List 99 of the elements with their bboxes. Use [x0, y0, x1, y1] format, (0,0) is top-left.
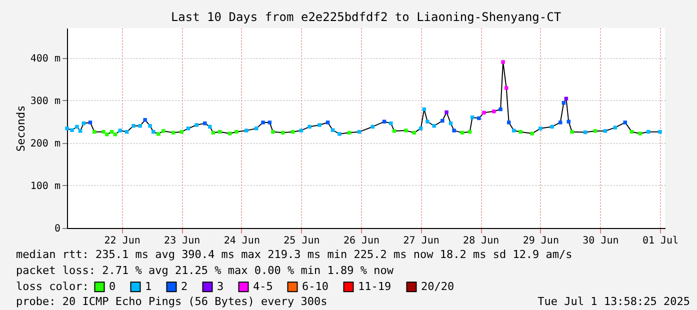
point	[550, 124, 554, 129]
legend-label: 1	[145, 280, 152, 293]
y-axis-title: Seconds	[14, 105, 28, 152]
y-tick-label: 0	[54, 224, 60, 234]
text: Tue Jul 1 13:58:25 2025	[538, 295, 690, 308]
legend-label: 6-10	[302, 280, 328, 293]
point	[603, 129, 608, 133]
point	[82, 121, 86, 126]
y-tick-label: 200 m	[30, 138, 60, 150]
point	[538, 126, 542, 130]
point	[156, 132, 160, 136]
x-tick-label: 29 Jun	[522, 236, 559, 246]
point	[392, 129, 396, 133]
point	[404, 128, 408, 132]
legend-label: 3	[217, 280, 224, 293]
point	[281, 130, 285, 135]
point	[228, 132, 232, 136]
point	[426, 120, 430, 124]
point	[65, 126, 69, 130]
point	[482, 110, 486, 115]
point	[501, 60, 505, 64]
point	[418, 126, 423, 130]
point	[623, 120, 628, 124]
point	[70, 128, 74, 132]
point	[138, 124, 142, 128]
point	[299, 128, 304, 132]
point	[512, 128, 516, 132]
x-tick-label: 24 Jun	[224, 236, 260, 246]
x-tick-label: 22 Jun	[104, 236, 140, 246]
point	[161, 129, 166, 133]
x-tick-label: 01 Jul	[642, 236, 679, 246]
point	[562, 101, 566, 105]
point	[132, 124, 136, 128]
x-tick-label: 27 Jun	[403, 236, 440, 246]
legend-label: 4-5	[253, 280, 273, 293]
point	[444, 110, 448, 114]
point	[194, 123, 198, 127]
chart-title: Last 10 Days from e2e225bdfdf2 to Liaoning-Shenyang-CT	[170, 10, 562, 24]
point	[291, 130, 295, 134]
point	[504, 86, 508, 90]
point	[593, 129, 598, 133]
point	[244, 128, 248, 132]
y-tick-label: 400 m	[30, 53, 60, 64]
point	[530, 132, 534, 136]
point	[477, 116, 481, 120]
point	[338, 132, 342, 136]
point	[506, 120, 511, 124]
line-series	[66, 62, 661, 135]
point	[186, 126, 190, 130]
point	[118, 128, 122, 132]
point	[518, 130, 522, 134]
point	[104, 132, 109, 136]
legend-title: loss color:	[16, 280, 89, 293]
text: probe: 20 ICMP Echo Pings (56 Bytes) every 300s	[16, 295, 328, 308]
legend-label: 11-19	[358, 280, 392, 293]
point	[348, 130, 352, 135]
point	[326, 120, 330, 124]
point	[646, 130, 650, 134]
y-tick-label: 300 m	[30, 96, 60, 107]
point	[268, 120, 272, 124]
point	[566, 120, 571, 124]
x-tick-label: 26 Jun	[343, 236, 380, 246]
point	[382, 120, 386, 124]
point	[570, 130, 574, 134]
legend-label: 0	[109, 280, 116, 293]
point	[92, 130, 96, 134]
y-tick-label: 100 m	[30, 180, 60, 192]
legend-label: 2	[181, 280, 188, 293]
point	[452, 128, 456, 132]
point	[558, 120, 562, 124]
point	[261, 120, 265, 124]
point	[254, 126, 258, 130]
legend-label: 20/20	[421, 280, 454, 293]
point	[318, 123, 322, 127]
text: median rtt: 235.1 ms avg 390.4 ms max 219.3 ms min 225.2 ms now 18.2 ms sd 12.9 am/s	[16, 248, 572, 261]
point	[389, 121, 393, 126]
point	[492, 110, 496, 114]
x-tick-label: 30 Jun	[582, 236, 619, 246]
point	[658, 130, 662, 134]
point	[113, 132, 118, 136]
point	[148, 124, 152, 128]
point	[432, 124, 436, 128]
point	[308, 124, 312, 129]
point	[88, 120, 92, 124]
text: packet loss: 2.71 % avg 21.25 % max 0.00 % min 1.89 % now	[16, 264, 394, 277]
point	[440, 118, 444, 123]
point	[234, 130, 238, 134]
point	[613, 126, 618, 130]
point	[271, 130, 275, 134]
point	[498, 107, 502, 112]
point	[638, 132, 642, 136]
point	[102, 130, 106, 134]
point	[143, 118, 147, 122]
x-tick-label: 28 Jun	[463, 236, 500, 246]
x-tick-label: 25 Jun	[284, 236, 320, 246]
x-tick-label: 23 Jun	[164, 236, 200, 246]
point	[180, 130, 184, 134]
point	[75, 124, 79, 129]
point	[78, 129, 82, 133]
